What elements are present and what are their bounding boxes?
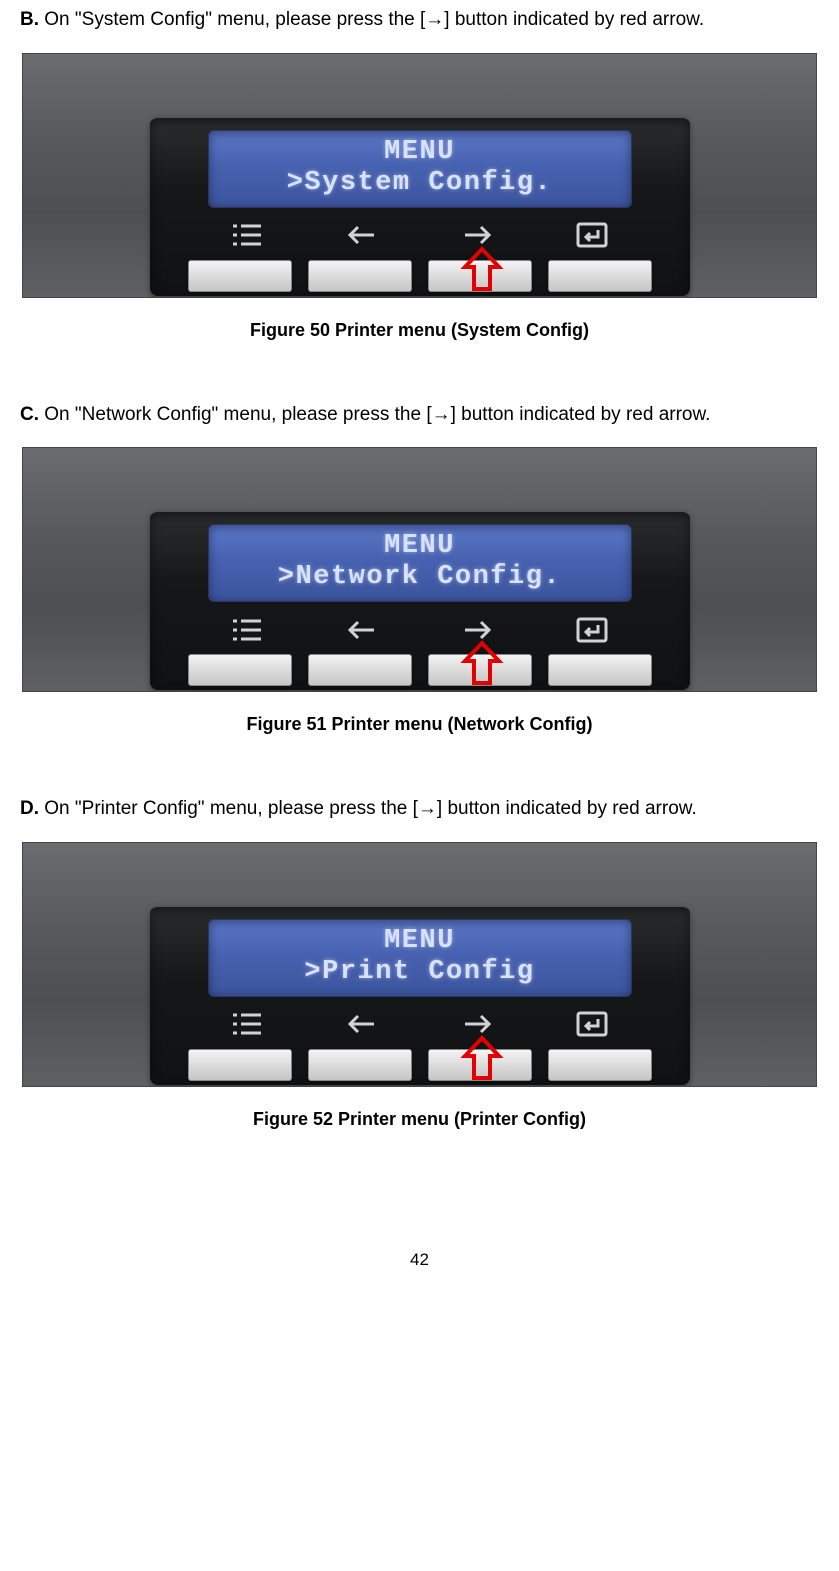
- menu-icon: [229, 220, 265, 255]
- hw-button-menu[interactable]: [188, 260, 292, 292]
- hw-button-menu[interactable]: [188, 1049, 292, 1081]
- figure-50: MENU>System Config.: [22, 53, 817, 298]
- figure-52: MENU>Print Config: [22, 842, 817, 1087]
- icon-bar: [150, 1007, 690, 1047]
- enter-icon: [574, 1009, 610, 1044]
- page-number: 42: [20, 1250, 819, 1270]
- printer-panel: MENU>System Config.: [150, 116, 690, 296]
- lcd-line1: MENU: [225, 137, 615, 168]
- enter-icon: [574, 220, 610, 255]
- instruction-d: D. On "Printer Config" menu, please pres…: [20, 795, 819, 824]
- icon-bar: [150, 218, 690, 258]
- hw-button-enter[interactable]: [548, 260, 652, 292]
- printer-panel: MENU>Print Config: [150, 905, 690, 1085]
- menu-icon: [229, 1009, 265, 1044]
- enter-icon: [574, 615, 610, 650]
- button-row: [150, 654, 690, 688]
- step-label-d: D.: [20, 798, 39, 819]
- lcd-display: MENU>System Config.: [208, 130, 632, 208]
- hw-button-left[interactable]: [308, 1049, 412, 1081]
- lcd-line1: MENU: [225, 926, 615, 957]
- step-label-b: B.: [20, 9, 39, 30]
- instruction-c: C. On "Network Config" menu, please pres…: [20, 401, 819, 430]
- red-arrow-indicator: [457, 1034, 507, 1084]
- step-text-d: On "Printer Config" menu, please press t…: [44, 798, 696, 819]
- menu-icon: [229, 615, 265, 650]
- hw-button-left[interactable]: [308, 260, 412, 292]
- lcd-line2: >Network Config.: [225, 562, 615, 593]
- step-text-b: On "System Config" menu, please press th…: [44, 9, 704, 30]
- red-arrow-indicator: [457, 639, 507, 689]
- hw-button-left[interactable]: [308, 654, 412, 686]
- arrow-left-icon: [344, 615, 380, 650]
- step-label-c: C.: [20, 404, 39, 425]
- figure-52-caption: Figure 52 Printer menu (Printer Config): [20, 1109, 819, 1130]
- lcd-line1: MENU: [225, 531, 615, 562]
- hw-button-menu[interactable]: [188, 654, 292, 686]
- printer-panel: MENU>Network Config.: [150, 510, 690, 690]
- figure-51: MENU>Network Config.: [22, 447, 817, 692]
- lcd-line2: >Print Config: [225, 957, 615, 988]
- arrow-left-icon: [344, 1009, 380, 1044]
- icon-bar: [150, 612, 690, 652]
- hw-button-enter[interactable]: [548, 1049, 652, 1081]
- red-arrow-indicator: [457, 245, 507, 295]
- button-row: [150, 1049, 690, 1083]
- button-row: [150, 260, 690, 294]
- hw-button-enter[interactable]: [548, 654, 652, 686]
- lcd-line2: >System Config.: [225, 168, 615, 199]
- instruction-b: B. On "System Config" menu, please press…: [20, 6, 819, 35]
- lcd-display: MENU>Print Config: [208, 919, 632, 997]
- figure-51-caption: Figure 51 Printer menu (Network Config): [20, 714, 819, 735]
- step-text-c: On "Network Config" menu, please press t…: [44, 404, 710, 425]
- lcd-display: MENU>Network Config.: [208, 524, 632, 602]
- figure-50-caption: Figure 50 Printer menu (System Config): [20, 320, 819, 341]
- document-page: B. On "System Config" menu, please press…: [0, 6, 839, 1310]
- arrow-left-icon: [344, 220, 380, 255]
